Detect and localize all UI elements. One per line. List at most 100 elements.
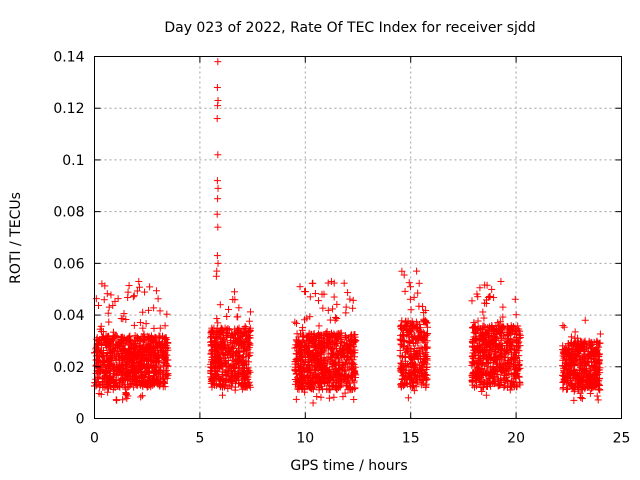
data-points <box>91 58 604 407</box>
data-point <box>330 393 338 401</box>
data-point <box>103 290 111 298</box>
data-point <box>594 396 602 404</box>
data-point <box>245 317 253 325</box>
data-point <box>406 295 414 303</box>
plot-frame <box>94 56 622 419</box>
x-tick-label: 25 <box>613 431 631 447</box>
data-point <box>313 393 321 401</box>
data-point <box>130 292 138 300</box>
data-point <box>214 223 222 231</box>
data-point <box>292 319 300 327</box>
data-point <box>214 151 222 159</box>
data-point <box>306 313 314 321</box>
data-point <box>577 394 585 402</box>
data-point <box>468 297 476 305</box>
data-point <box>163 310 171 318</box>
data-point <box>246 308 254 316</box>
data-point <box>130 321 138 329</box>
data-point <box>235 304 243 312</box>
data-point <box>107 291 115 299</box>
y-tick-label: 0.06 <box>53 256 84 272</box>
data-point <box>213 252 221 260</box>
data-point <box>333 300 341 308</box>
chart-title: Day 023 of 2022, Rate Of TEC Index for r… <box>164 20 535 36</box>
data-point <box>596 330 604 338</box>
data-point <box>230 288 238 296</box>
data-point <box>342 309 350 317</box>
data-point <box>296 283 304 291</box>
data-point <box>349 296 357 304</box>
data-point <box>306 293 314 301</box>
x-tick-label: 10 <box>296 431 314 447</box>
data-point <box>570 396 578 404</box>
data-point <box>162 334 170 342</box>
y-tick-label: 0.02 <box>53 360 84 376</box>
data-point <box>317 393 325 401</box>
data-point <box>329 305 337 313</box>
data-point <box>109 302 117 310</box>
data-point <box>101 282 109 290</box>
data-point <box>154 295 162 303</box>
data-point <box>350 395 358 403</box>
data-point <box>213 115 221 123</box>
data-point <box>413 267 421 275</box>
data-point <box>104 309 112 317</box>
data-point <box>315 297 323 305</box>
data-point <box>479 308 487 316</box>
data-point <box>410 293 418 301</box>
data-point <box>415 302 423 310</box>
y-tick-label: 0.14 <box>53 50 84 66</box>
data-point <box>414 289 422 297</box>
data-point <box>213 177 221 185</box>
data-point <box>224 305 232 313</box>
data-point <box>340 279 348 287</box>
x-tick-label: 0 <box>90 431 99 447</box>
data-point <box>325 394 333 402</box>
data-point <box>571 328 579 336</box>
y-tick-label: 0.12 <box>53 101 84 117</box>
data-point <box>150 304 158 312</box>
data-point <box>100 296 108 304</box>
data-point <box>559 322 567 330</box>
x-tick-label: 20 <box>507 431 525 447</box>
data-point <box>234 313 242 321</box>
data-point <box>291 318 299 326</box>
data-point <box>231 386 239 394</box>
data-point <box>512 311 520 319</box>
y-tick-label: 0 <box>76 412 85 428</box>
data-point <box>94 301 102 309</box>
data-point <box>499 303 507 311</box>
data-point <box>560 323 568 331</box>
data-point <box>401 287 409 295</box>
data-point <box>119 396 127 404</box>
data-point <box>333 314 341 322</box>
y-tick-label: 0.08 <box>53 205 84 221</box>
data-point <box>156 307 164 315</box>
data-point <box>212 272 220 280</box>
data-point <box>309 399 317 407</box>
data-point <box>213 84 221 92</box>
data-point <box>150 324 158 332</box>
data-point <box>315 322 323 330</box>
grid-layer <box>94 56 622 419</box>
data-point <box>497 277 505 285</box>
data-point <box>223 312 231 320</box>
data-point <box>214 184 222 192</box>
data-point <box>214 195 222 203</box>
data-point <box>124 294 132 302</box>
data-point <box>92 295 100 303</box>
data-point <box>218 391 226 399</box>
data-point <box>216 301 224 309</box>
data-point <box>138 392 146 400</box>
data-point <box>488 285 496 293</box>
data-point <box>146 283 154 291</box>
data-point <box>135 277 143 285</box>
data-point <box>302 288 310 296</box>
data-point <box>129 293 137 301</box>
data-point <box>105 303 113 311</box>
data-point <box>152 287 160 295</box>
data-point <box>214 319 222 327</box>
data-point <box>122 316 130 324</box>
data-point <box>511 295 519 303</box>
